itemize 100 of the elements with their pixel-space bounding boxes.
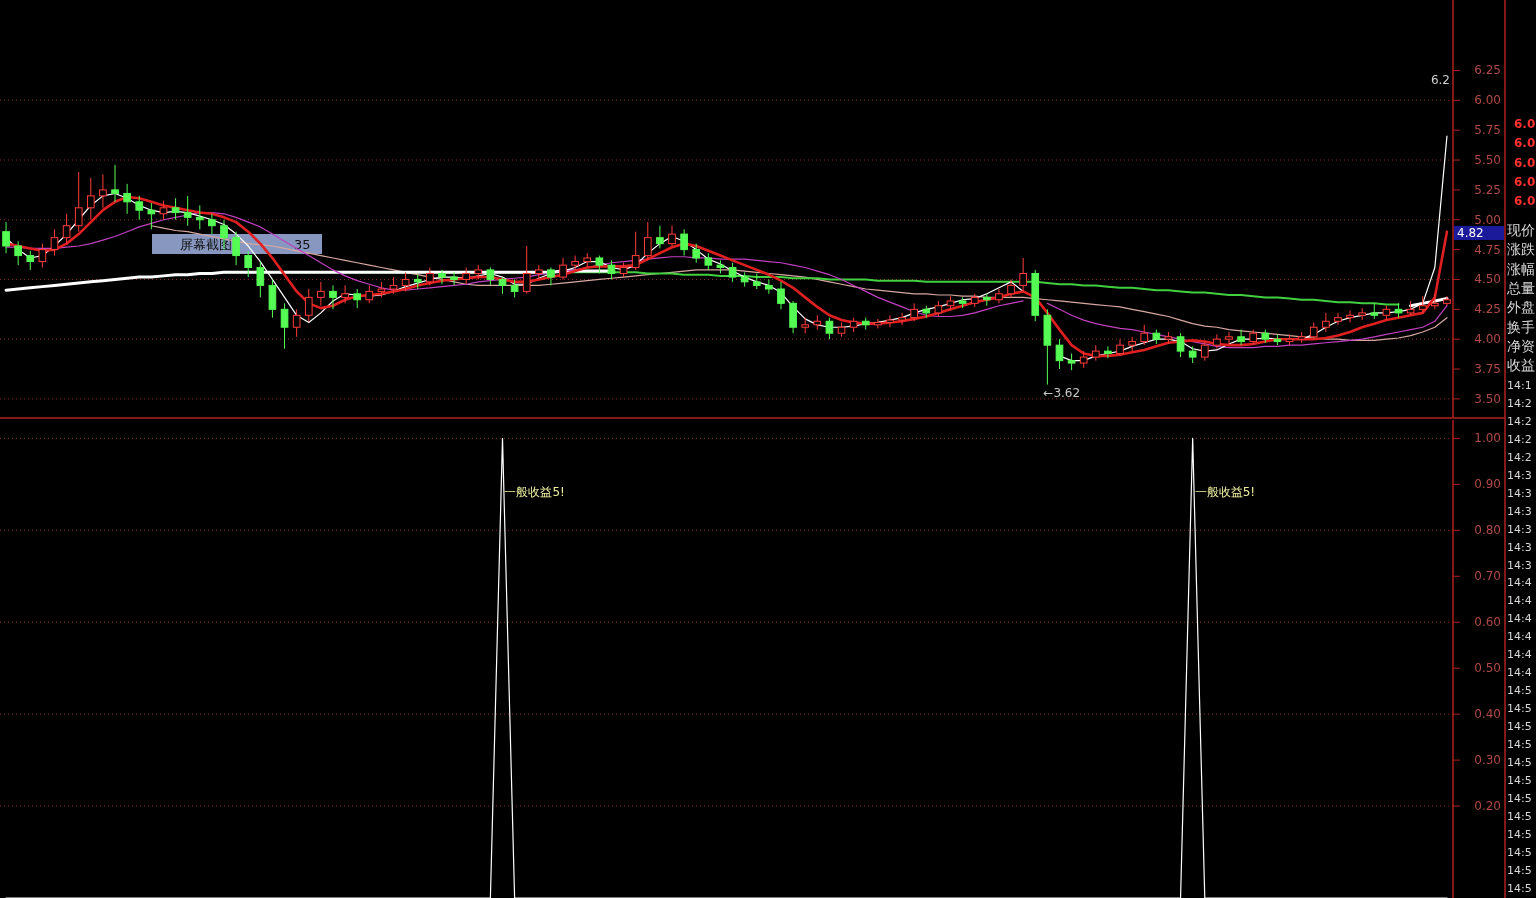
candlestick [50,228,59,257]
text: 14:5 [1507,809,1532,823]
y-tick-label: 5.00 [1474,212,1501,227]
candlestick [183,195,192,227]
candlestick [1237,329,1245,346]
y-tick-label: 3.50 [1474,391,1501,406]
candlestick [1128,336,1136,352]
y-tick-label: 5.25 [1474,182,1501,197]
candlestick [195,204,204,230]
candlestick [86,177,95,221]
text: 14:5 [1507,738,1532,751]
text: 6.0 [1514,117,1536,131]
candlestick [777,281,785,310]
candlestick [1334,312,1342,326]
candlestick [2,221,10,254]
candlestick [38,243,47,269]
text: 现价 [1507,222,1535,238]
text: 14:3 [1507,504,1532,518]
text: 14:4 [1507,576,1532,590]
text: 14:3 [1507,522,1532,536]
text: 14:3 [1507,558,1532,572]
y-tick-label: 6.00 [1474,93,1501,108]
text: 14:5 [1507,863,1532,877]
text: 14:5 [1507,881,1532,895]
candlestick [631,231,640,271]
text: 换手 [1507,318,1535,335]
candlestick [280,302,289,350]
candlestick [789,300,797,334]
candlestick [159,200,168,221]
text: 14:4 [1507,612,1532,626]
candlestick [1346,310,1354,323]
y-tick-label: 1.00 [1474,431,1501,446]
candlestick [765,278,773,295]
y-tick-label: 5.50 [1474,153,1501,168]
candlestick [62,213,71,245]
text: 4.82 [1457,226,1484,240]
text: 14:4 [1507,630,1532,644]
candlestick [1322,312,1330,333]
y-tick-label: 0.80 [1474,523,1501,538]
candlestick [26,250,35,271]
text: 14:3 [1507,540,1532,554]
candlestick [571,255,579,271]
text: 14:2 [1507,414,1532,428]
candlestick [728,262,737,283]
candlestick [692,243,701,264]
text: 6.0 [1514,174,1536,189]
candlestick [886,314,894,328]
annotation: 35 [294,237,311,252]
candlestick [1213,333,1221,350]
y-tick-label: 0.30 [1474,753,1501,768]
candlestick [643,221,652,261]
text: 14:5 [1507,845,1532,859]
candlestick [268,278,277,319]
y-tick-label: 4.50 [1474,272,1501,287]
text: 14:2 [1507,432,1532,446]
candlestick [292,308,301,338]
y-tick-label: 0.60 [1474,615,1501,630]
annotation: 屏幕截图 [180,237,232,252]
candlestick [522,245,531,295]
line-series [150,225,1448,341]
candlestick [244,250,253,278]
y-tick-label: 3.75 [1474,362,1501,377]
text: 6.0 [1514,194,1536,209]
candlestick [1055,338,1064,370]
candlestick [898,312,906,326]
candlestick [438,269,446,285]
candlestick [14,240,22,266]
candlestick [208,213,216,235]
y-tick-label: 4.00 [1474,332,1501,347]
candlestick [1104,345,1112,359]
candlestick [1200,341,1209,362]
text: 14:5 [1507,773,1532,787]
y-tick-label: 0.90 [1474,477,1501,492]
text: 14:3 [1507,486,1532,500]
text: 14:5 [1507,702,1532,716]
candlestick [668,225,676,247]
candlestick [1140,324,1149,346]
candlestick [232,231,240,266]
text: 14:5 [1507,827,1532,841]
candlestick [147,202,156,230]
candlestick [304,288,313,322]
text: 14:5 [1507,791,1532,805]
text: 涨跌 [1507,241,1535,258]
text: 外盘 [1507,299,1535,316]
candlestick [111,164,119,203]
y-tick-label: 0.20 [1474,799,1501,814]
y-tick-label: 4.25 [1474,302,1501,317]
candlestick [317,281,325,307]
text: 14:5 [1507,755,1532,769]
text: 14:2 [1507,450,1532,464]
y-tick-label: 5.75 [1474,123,1501,138]
candlestick [171,197,180,221]
candlestick [995,288,1003,304]
candlestick [656,225,664,249]
y-tick-label: 0.50 [1474,661,1501,676]
candlestick [74,171,83,233]
candlestick [559,257,567,280]
annotation: ←3.62 [1043,385,1081,400]
candlestick [874,318,882,329]
y-tick-label: 6.25 [1474,63,1501,78]
